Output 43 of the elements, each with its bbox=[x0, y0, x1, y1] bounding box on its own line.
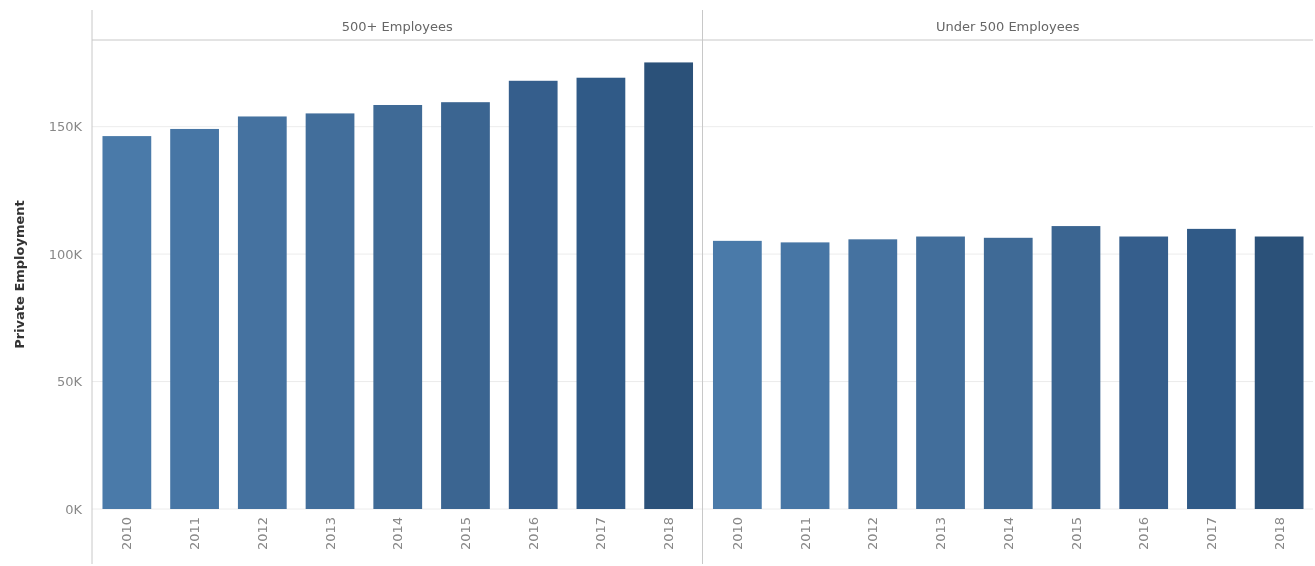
x-tick-label: 2014 bbox=[1000, 517, 1016, 551]
chart-title: Under 500 Employees bbox=[935, 19, 1080, 34]
x-tick-label: 2016 bbox=[525, 517, 541, 551]
y-tick-label: 0K bbox=[65, 501, 83, 517]
bar bbox=[508, 80, 558, 509]
x-tick-label: 2010 bbox=[119, 517, 135, 551]
bar bbox=[170, 128, 219, 509]
x-tick-label: 2011 bbox=[797, 517, 813, 551]
bar bbox=[712, 240, 762, 509]
bar bbox=[305, 113, 355, 509]
bar bbox=[237, 116, 287, 509]
x-tick-label: 2012 bbox=[254, 517, 270, 551]
x-tick-label: 2011 bbox=[187, 517, 203, 551]
bar bbox=[983, 237, 1033, 509]
y-tick-label: 150K bbox=[48, 119, 83, 135]
bar bbox=[848, 239, 898, 509]
chart-title: 500+ Employees bbox=[341, 19, 453, 34]
y-axis-title: Private Employment bbox=[12, 200, 27, 349]
bar bbox=[373, 105, 423, 509]
x-tick-label: 2010 bbox=[729, 517, 745, 551]
bar bbox=[916, 236, 965, 509]
bar bbox=[780, 242, 830, 509]
x-tick-label: 2017 bbox=[593, 517, 609, 551]
x-tick-label: 2018 bbox=[1271, 517, 1287, 551]
x-tick-label: 2014 bbox=[390, 517, 406, 551]
y-tick-label: 100K bbox=[48, 246, 83, 262]
bar bbox=[644, 62, 694, 509]
x-tick-label: 2015 bbox=[458, 517, 474, 551]
x-tick-label: 2016 bbox=[1136, 517, 1152, 551]
bar bbox=[1119, 236, 1169, 509]
x-tick-label: 2017 bbox=[1203, 517, 1219, 551]
x-tick-label: 2018 bbox=[661, 517, 677, 551]
x-tick-label: 2015 bbox=[1068, 517, 1084, 551]
x-tick-label: 2012 bbox=[865, 517, 881, 551]
bar bbox=[102, 136, 152, 509]
bar bbox=[1051, 226, 1101, 509]
x-tick-label: 2013 bbox=[933, 517, 949, 551]
y-tick-label: 50K bbox=[56, 374, 83, 390]
bar bbox=[441, 102, 490, 509]
bar bbox=[1254, 236, 1304, 509]
bar bbox=[576, 77, 626, 509]
bar bbox=[1187, 228, 1236, 509]
x-tick-label: 2013 bbox=[322, 517, 338, 551]
